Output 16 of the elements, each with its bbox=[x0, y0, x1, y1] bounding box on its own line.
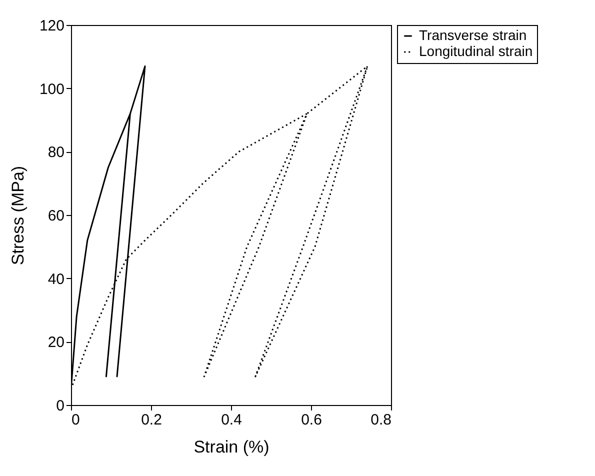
x-tick-label: 0.8 bbox=[370, 412, 392, 428]
legend-label: Longitudinal strain bbox=[419, 43, 533, 59]
x-tick-label: 0.2 bbox=[141, 412, 162, 428]
y-tick-label: 60 bbox=[48, 208, 64, 224]
x-tick-label: 0.6 bbox=[301, 412, 322, 428]
y-tick-label: 20 bbox=[48, 334, 64, 352]
x-tick-label: 0 bbox=[72, 412, 80, 428]
legend-label: Transverse strain bbox=[419, 27, 527, 43]
y-axis-title: Stress (MPa) bbox=[8, 166, 28, 266]
y-tick-label: 0 bbox=[56, 398, 64, 414]
x-axis-title: Strain (%) bbox=[194, 438, 270, 456]
y-tick-label: 100 bbox=[39, 80, 64, 98]
y-tick-label: 80 bbox=[48, 144, 64, 162]
y-tick-label: 120 bbox=[39, 18, 64, 34]
y-tick-label: 40 bbox=[48, 270, 64, 288]
x-tick-label: 0.4 bbox=[221, 412, 242, 428]
